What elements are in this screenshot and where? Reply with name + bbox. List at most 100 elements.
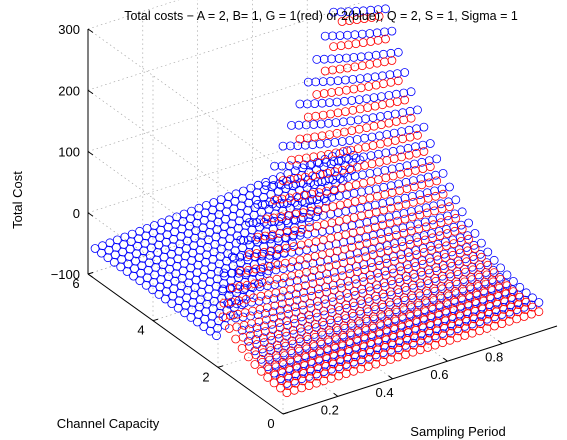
data-point xyxy=(172,212,182,222)
data-point xyxy=(267,182,277,192)
data-point xyxy=(186,312,196,322)
data-point xyxy=(425,162,435,172)
data-point xyxy=(282,227,292,237)
data-point xyxy=(151,262,161,272)
data-point xyxy=(235,208,245,218)
data-point xyxy=(126,237,136,247)
data-point xyxy=(445,182,454,192)
scatter-series-layer xyxy=(90,4,544,398)
data-point xyxy=(294,246,304,256)
data-point xyxy=(289,230,298,240)
data-point xyxy=(237,193,247,203)
data-point xyxy=(331,118,341,127)
data-point xyxy=(166,257,175,267)
data-point xyxy=(317,98,327,108)
data-point xyxy=(241,270,251,280)
z-tick-label: 300 xyxy=(58,22,80,37)
data-point xyxy=(308,171,318,181)
data-point xyxy=(224,192,234,202)
data-point xyxy=(292,192,302,202)
data-point xyxy=(269,180,279,190)
data-point xyxy=(294,193,304,203)
data-point xyxy=(157,267,167,277)
data-point xyxy=(111,242,121,252)
data-point xyxy=(181,300,191,310)
data-point xyxy=(208,205,218,215)
data-point xyxy=(338,117,348,127)
data-point xyxy=(229,253,239,263)
data-point xyxy=(347,96,357,105)
data-point xyxy=(110,250,120,260)
data-point xyxy=(324,174,334,184)
data-point xyxy=(249,210,259,220)
data-point xyxy=(122,267,132,276)
data-point xyxy=(337,17,347,26)
data-point xyxy=(227,252,237,262)
data-point xyxy=(266,234,275,244)
data-point xyxy=(295,99,305,109)
data-point xyxy=(263,261,273,271)
data-point xyxy=(135,226,145,236)
data-point xyxy=(291,209,301,219)
data-point xyxy=(243,235,253,245)
data-point xyxy=(253,237,262,247)
chart-title: Total costs − A = 2, B= 1, G = 1(red) or… xyxy=(124,9,518,23)
data-point xyxy=(357,61,367,71)
data-point xyxy=(174,296,184,306)
data-point xyxy=(216,195,226,205)
data-point xyxy=(210,239,220,249)
data-point xyxy=(277,194,287,204)
data-point xyxy=(413,130,422,140)
data-point xyxy=(236,266,246,276)
data-point xyxy=(168,242,178,252)
data-point xyxy=(356,52,366,62)
data-point xyxy=(117,254,127,264)
data-point xyxy=(305,160,315,170)
data-point xyxy=(222,256,232,266)
data-point xyxy=(310,99,320,108)
data-point xyxy=(316,151,326,161)
data-point xyxy=(144,258,154,268)
data-point xyxy=(528,302,537,312)
data-point xyxy=(163,222,173,232)
data-point xyxy=(274,216,284,226)
data-point xyxy=(176,281,186,291)
data-point xyxy=(227,219,237,229)
grid-line xyxy=(87,1,363,91)
data-point xyxy=(176,231,186,241)
data-point xyxy=(234,268,244,278)
data-point xyxy=(227,283,237,293)
data-point xyxy=(483,260,493,270)
data-point xyxy=(357,29,367,39)
data-point xyxy=(258,263,268,273)
data-point xyxy=(318,77,328,86)
data-point xyxy=(124,252,134,261)
data-point xyxy=(238,243,248,253)
data-point xyxy=(350,30,360,40)
data-point xyxy=(221,264,231,273)
data-point xyxy=(238,186,248,196)
data-point xyxy=(191,275,201,285)
data-point xyxy=(164,215,174,225)
data-point xyxy=(345,16,354,26)
data-point xyxy=(457,207,467,217)
data-point xyxy=(188,248,198,258)
data-point xyxy=(496,274,506,284)
data-point xyxy=(349,150,359,160)
data-point xyxy=(246,233,256,242)
data-point xyxy=(199,215,209,225)
data-point xyxy=(521,297,531,307)
data-point xyxy=(298,212,308,222)
data-point xyxy=(400,95,410,105)
data-point xyxy=(217,237,227,246)
data-point xyxy=(339,168,349,178)
data-point xyxy=(340,107,350,116)
data-point xyxy=(214,210,224,219)
data-point xyxy=(148,285,158,295)
data-point xyxy=(534,307,544,317)
data-point xyxy=(270,161,280,171)
data-point xyxy=(149,277,159,287)
data-point xyxy=(302,99,312,109)
data-point xyxy=(231,189,241,199)
data-point xyxy=(256,264,266,274)
